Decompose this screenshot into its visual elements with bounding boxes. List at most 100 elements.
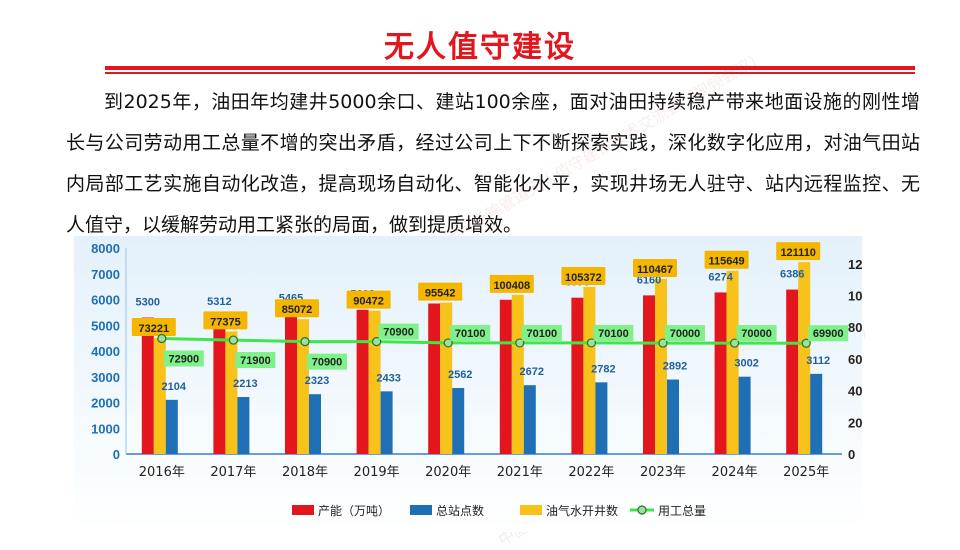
label-production: 6160 (637, 274, 661, 286)
bar-production (428, 303, 441, 454)
x-tick-label: 2017年 (210, 465, 256, 480)
x-tick-label: 2019年 (354, 465, 400, 480)
x-tick-label: 2025年 (783, 465, 829, 480)
x-tick-label: 2018年 (282, 465, 328, 480)
bar-stations (309, 394, 321, 454)
legend-swatch (410, 505, 432, 515)
label-wells: 115649 (709, 256, 745, 268)
bar-wells (153, 337, 166, 454)
bar-stations (667, 379, 679, 454)
bar-production (714, 292, 727, 454)
y2-tick-label: 60000 (848, 352, 862, 367)
y-tick-label: 7000 (91, 267, 120, 282)
bar-wells (798, 262, 811, 454)
label-stations: 2892 (663, 361, 687, 373)
bar-stations (380, 391, 393, 454)
bar-stations (595, 382, 608, 454)
label-stations: 2782 (591, 363, 615, 375)
label-stations: 3112 (806, 355, 830, 367)
y-tick-label: 4000 (91, 344, 120, 359)
label-stations: 2213 (233, 378, 257, 390)
label-wells-bg (131, 317, 176, 336)
label-labor: 70100 (598, 328, 629, 340)
legend-marker-labor (637, 505, 647, 515)
y-tick-label: 3000 (91, 370, 120, 385)
label-stations: 2104 (162, 381, 187, 393)
bar-wells (297, 319, 309, 454)
y-tick-label: 1000 (91, 421, 120, 436)
x-tick-label: 2022年 (568, 465, 614, 480)
title-rule-thin (105, 72, 915, 74)
y-tick-label: 6000 (91, 293, 120, 308)
label-stations: 2562 (448, 369, 472, 381)
label-labor: 70900 (312, 357, 343, 369)
label-wells: 73221 (139, 323, 170, 335)
label-labor-bg (736, 325, 777, 342)
label-labor: 72900 (169, 353, 200, 365)
point-labor (157, 333, 167, 344)
label-wells: 121110 (780, 247, 816, 259)
label-labor-bg (307, 353, 347, 370)
label-wells: 110467 (637, 264, 673, 276)
y2-tick-label: 100000 (848, 289, 862, 304)
bar-stations (738, 376, 751, 454)
bar-production (571, 297, 584, 454)
legend-label: 用工总量 (658, 504, 706, 518)
label-wells-bg (776, 242, 821, 261)
bar-stations (165, 399, 178, 454)
label-labor-bg (593, 324, 634, 341)
bar-production (786, 289, 799, 454)
label-labor-bg (521, 324, 562, 341)
label-stations: 2433 (376, 372, 400, 384)
label-labor-bg (235, 352, 276, 369)
label-labor: 69900 (813, 328, 844, 340)
y2-tick-label: 120000 (848, 257, 862, 272)
label-wells-bg (346, 290, 391, 309)
label-production: 5312 (207, 296, 231, 308)
bar-stations (810, 373, 823, 454)
label-stations: 2323 (305, 375, 329, 387)
label-production: 6386 (780, 269, 804, 281)
label-labor-bg (450, 324, 491, 341)
point-labor (300, 337, 310, 347)
bar-wells (368, 310, 381, 454)
bar-production (356, 309, 369, 454)
label-wells: 100408 (493, 280, 530, 292)
y2-tick-label: 20000 (848, 415, 862, 430)
label-wells-bg (203, 311, 248, 330)
label-wells: 95542 (425, 288, 456, 300)
y2-tick-label: 40000 (848, 384, 862, 399)
bar-wells (726, 270, 739, 454)
bar-wells (511, 294, 524, 454)
x-tick-label: 2016年 (139, 465, 185, 480)
y-tick-label: 5000 (91, 318, 120, 333)
slide-title: 无人值守建设 (384, 30, 576, 65)
legend-swatch (292, 505, 314, 515)
label-wells: 90472 (353, 296, 384, 308)
intro-paragraph: 到2025年，油田年均建井5000余口、建站100余座，面对油田持续稳产带来地面… (66, 91, 920, 236)
line-labor (161, 336, 807, 345)
title-rule (105, 66, 915, 70)
legend-label: 油气水开井数 (546, 503, 618, 518)
y2-tick-label: 0 (848, 447, 855, 462)
label-wells-bg (633, 258, 677, 277)
x-tick-label: 2020年 (425, 465, 471, 480)
label-labor: 70100 (527, 328, 558, 340)
bar-wells (583, 287, 596, 454)
label-production: 6274 (708, 271, 733, 283)
x-tick-label: 2021年 (497, 465, 543, 480)
label-labor-bg (378, 323, 419, 340)
label-labor: 71900 (240, 355, 271, 367)
y-tick-label: 0 (113, 447, 120, 462)
y-tick-label: 2000 (91, 396, 120, 411)
label-labor-bg (163, 350, 204, 367)
label-labor: 70000 (670, 328, 701, 340)
label-stations: 2672 (520, 366, 544, 378)
bar-stations (452, 388, 465, 454)
bar-production (285, 313, 297, 454)
x-tick-label: 2024年 (712, 465, 758, 480)
legend-label: 产能（万吨） (318, 504, 390, 518)
label-wells-bg (561, 267, 606, 286)
